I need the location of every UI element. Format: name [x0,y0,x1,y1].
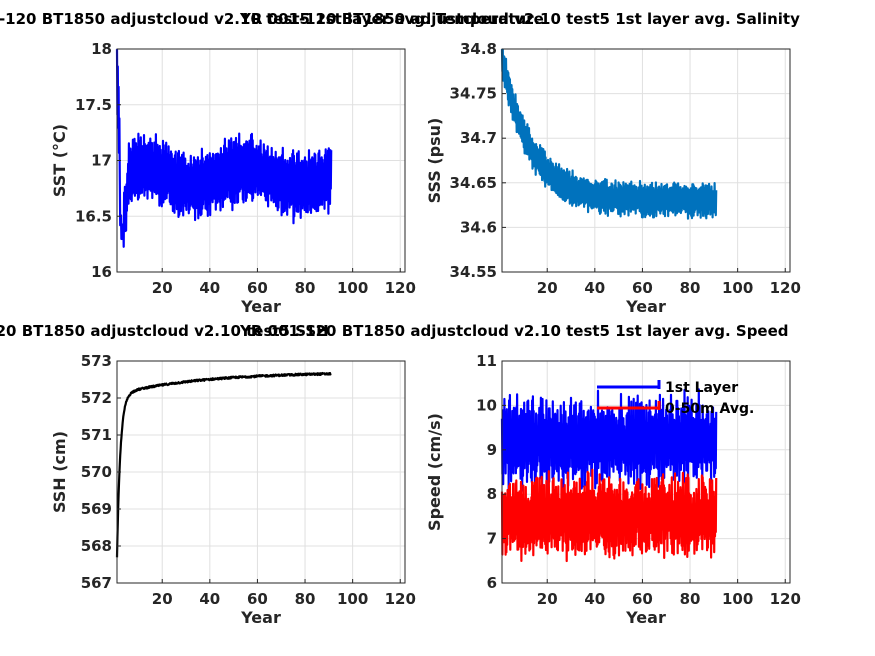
y-tick-label: 34.65 [450,174,497,192]
y-tick-label: 17.5 [75,96,112,114]
chart-title: YR 001-120 BT1850 adjustcloud v2.10 test… [0,322,329,340]
y-axis-label: SSH (cm) [50,431,69,513]
x-tick-label: 120 [770,590,801,608]
y-tick-label: 34.8 [460,40,497,58]
x-tick-label: 20 [537,279,558,297]
y-tick-label: 17 [91,152,112,170]
y-tick-label: 10 [476,396,497,414]
y-tick-label: 570 [81,463,112,481]
y-axis-label: SST (°C) [50,124,69,197]
x-tick-label: 20 [152,590,173,608]
y-tick-label: 8 [487,485,497,503]
y-tick-label: 34.55 [450,263,497,281]
y-tick-label: 567 [81,574,112,592]
x-tick-label: 100 [337,279,368,297]
x-axis-label: Year [240,608,281,627]
series-line-0-50m-avg- [500,468,718,563]
y-tick-label: 568 [81,537,112,555]
subplot-2: 20 40 60 80 100 120 34.55 34.6 34.65 34.7 34.75 34.… [239,10,801,316]
x-tick-label: 80 [680,279,701,297]
x-tick-label: 60 [632,590,653,608]
x-tick-label: 20 [537,590,558,608]
x-tick-label: 120 [385,279,416,297]
series-line-sst [115,49,333,248]
y-tick-label: 34.6 [460,218,497,236]
x-tick-label: 60 [247,279,268,297]
axes-box [501,360,791,584]
x-tick-label: 80 [680,590,701,608]
axes-box [501,48,791,273]
y-tick-label: 16.5 [75,207,112,225]
x-tick-label: 40 [199,279,220,297]
y-axis-label: Speed (cm/s) [425,413,444,531]
x-axis-label: Year [625,608,666,627]
x-tick-label: 80 [295,590,316,608]
legend-label: 0-50m Avg. [665,401,754,417]
y-tick-label: 34.7 [460,129,497,147]
x-axis-label: Year [625,297,666,316]
x-tick-label: 120 [770,279,801,297]
x-axis-label: Year [240,297,281,316]
y-tick-label: 569 [81,500,112,518]
x-tick-label: 40 [584,590,605,608]
x-tick-label: 40 [199,590,220,608]
y-tick-label: 572 [81,389,112,407]
x-tick-label: 40 [584,279,605,297]
series-line-ssh [115,372,332,558]
y-tick-label: 9 [487,441,497,459]
y-tick-label: 18 [91,40,112,58]
x-tick-label: 100 [722,590,753,608]
y-tick-label: 16 [91,263,112,281]
x-tick-label: 60 [632,279,653,297]
series-line-sss [500,48,718,220]
y-tick-label: 7 [487,530,497,548]
x-tick-label: 20 [152,279,173,297]
y-axis-label: SSS (psu) [425,118,444,204]
x-tick-label: 100 [722,279,753,297]
y-tick-label: 571 [81,426,112,444]
y-tick-label: 11 [476,352,497,370]
subplot-1: 20 40 60 80 100 120 16 16.5 17 17.5 18 Year SST (°C)… [0,10,544,316]
chart-title: YR 001-120 BT1850 adjustcloud v2.10 test… [0,10,544,28]
subplot-3: 20 40 60 80 100 120 567 568 569 570 571 572 573 Year S… [0,322,416,627]
y-tick-label: 573 [81,352,112,370]
chart-title: YR 001-120 BT1850 adjustcloud v2.10 test… [239,10,800,28]
y-tick-label: 6 [487,574,497,592]
legend-label: 1st Layer [665,380,738,396]
x-tick-label: 100 [337,590,368,608]
chart-title: YR 001-120 BT1850 adjustcloud v2.10 test… [239,322,789,340]
subplot-4: 20 40 60 80 100 120 6 7 8 9 10 11 Year Speed (cm/s) YR… [239,322,801,627]
x-tick-label: 80 [295,279,316,297]
y-tick-label: 34.75 [450,85,497,103]
x-tick-label: 120 [385,590,416,608]
x-tick-label: 60 [247,590,268,608]
